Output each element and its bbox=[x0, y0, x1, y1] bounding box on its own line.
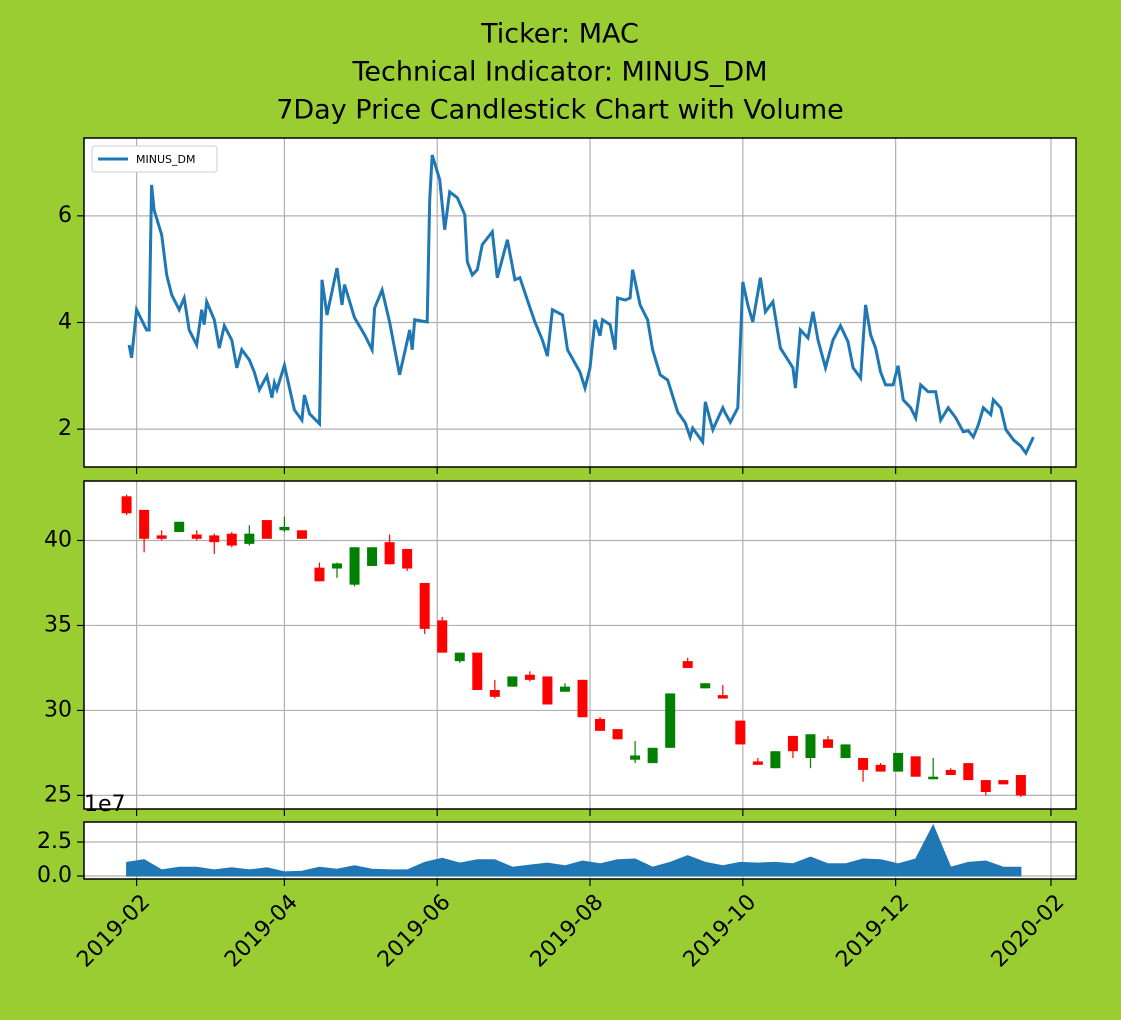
candle-body bbox=[945, 769, 956, 776]
candle-body bbox=[980, 780, 991, 793]
line bbox=[127, 154, 1035, 457]
candle-body bbox=[875, 764, 886, 772]
y-tick-label: 2 bbox=[58, 416, 72, 441]
x-tick-label: 2019-06 bbox=[373, 890, 456, 973]
candle-body bbox=[682, 661, 693, 668]
candle-body bbox=[121, 496, 132, 514]
legend-box bbox=[91, 145, 218, 173]
candle-body bbox=[735, 720, 746, 745]
candle-body bbox=[752, 761, 763, 765]
y-tick-label: 25 bbox=[44, 782, 72, 807]
candle-body bbox=[998, 780, 1009, 785]
candle-body bbox=[612, 729, 623, 740]
candle-body bbox=[472, 652, 483, 691]
candle-body bbox=[559, 686, 570, 692]
candle-body bbox=[244, 533, 255, 544]
x-tick-label: 2019-12 bbox=[831, 890, 914, 973]
marks bbox=[127, 154, 1035, 457]
y-tick-label: 0.0 bbox=[37, 863, 72, 888]
offset-text: 1e7 bbox=[84, 792, 126, 817]
x-tick-label: 2019-08 bbox=[526, 890, 609, 973]
candle-body bbox=[577, 679, 588, 718]
candle-body bbox=[296, 530, 307, 539]
legend-label: MINUS_DM bbox=[136, 153, 195, 166]
plot bbox=[77, 138, 1076, 474]
candle-body bbox=[209, 535, 220, 543]
candle-body bbox=[647, 747, 658, 764]
x-tick-label: 2019-04 bbox=[220, 890, 303, 973]
candle-body bbox=[823, 739, 833, 748]
candle-body bbox=[261, 520, 272, 539]
candle-body bbox=[805, 734, 816, 759]
plot bbox=[77, 481, 1076, 816]
candle-body bbox=[226, 533, 237, 546]
candle-body bbox=[1015, 775, 1026, 796]
candle-body bbox=[454, 652, 465, 662]
candle-body bbox=[542, 676, 553, 705]
candle-body bbox=[770, 751, 781, 769]
plot-area bbox=[84, 138, 1076, 467]
candle-body bbox=[349, 547, 360, 585]
candle-body bbox=[419, 582, 430, 629]
marks bbox=[121, 494, 1026, 798]
candle-body bbox=[717, 695, 728, 699]
candle-body bbox=[279, 526, 290, 531]
y-tick-label: 40 bbox=[44, 527, 72, 552]
candle-body bbox=[893, 752, 904, 772]
candle-body bbox=[700, 683, 711, 689]
y-tick-label: 2.5 bbox=[37, 829, 72, 854]
chart-title: Technical Indicator: MINUS_DM bbox=[351, 57, 767, 88]
candle-body bbox=[156, 535, 167, 539]
candle-body bbox=[963, 763, 974, 781]
candle-body bbox=[402, 548, 413, 569]
candle-body bbox=[139, 509, 150, 539]
plot bbox=[77, 822, 1076, 886]
y-tick-label: 35 bbox=[44, 612, 72, 637]
candle-body bbox=[191, 534, 202, 539]
candle-body bbox=[489, 690, 500, 697]
candle-body bbox=[524, 674, 535, 680]
candle-body bbox=[595, 718, 606, 731]
candle-body bbox=[332, 563, 343, 569]
candle-body bbox=[665, 693, 676, 748]
candle-body bbox=[507, 676, 518, 687]
candle-body bbox=[630, 755, 641, 760]
y-tick-label: 6 bbox=[58, 203, 72, 228]
candle-body bbox=[858, 758, 869, 770]
axes-frame bbox=[83, 821, 1077, 880]
candle-body bbox=[928, 776, 939, 780]
candle-body bbox=[314, 567, 325, 582]
axes-frame bbox=[83, 137, 1077, 468]
candle-body bbox=[367, 547, 378, 566]
x-tick-label: 2019-10 bbox=[679, 890, 762, 973]
candle-body bbox=[384, 542, 395, 565]
candle-body bbox=[437, 620, 448, 653]
marks bbox=[126, 823, 1022, 877]
candle-body bbox=[174, 521, 185, 532]
x-tick-label: 2019-02 bbox=[72, 890, 155, 973]
x-tick-label: 2020-02 bbox=[987, 890, 1070, 973]
y-tick-label: 30 bbox=[44, 697, 72, 722]
axes-frame bbox=[83, 480, 1077, 810]
candle-body bbox=[910, 756, 921, 777]
chart-title: 7Day Price Candlestick Chart with Volume bbox=[276, 95, 844, 126]
chart-title: Ticker: MAC bbox=[480, 19, 639, 50]
area bbox=[126, 823, 1022, 877]
candle-body bbox=[787, 735, 798, 752]
candle-body bbox=[840, 744, 851, 759]
plot-area bbox=[84, 481, 1076, 809]
y-tick-label: 4 bbox=[58, 309, 72, 334]
